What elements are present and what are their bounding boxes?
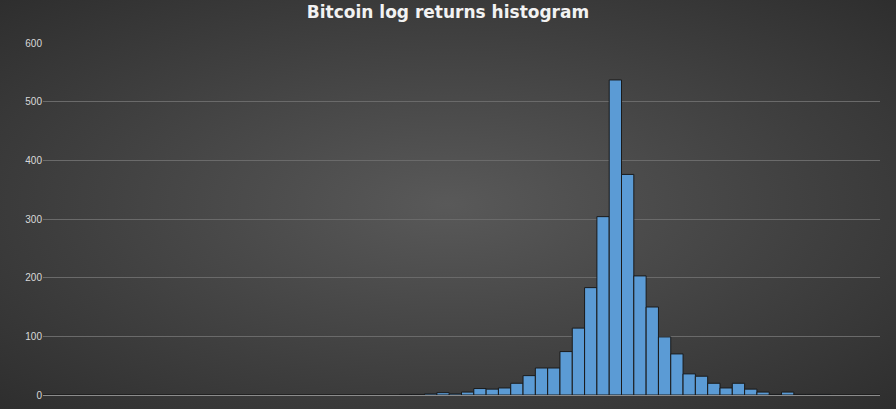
svg-text:100: 100 bbox=[25, 331, 42, 342]
svg-text:0: 0 bbox=[36, 390, 42, 401]
svg-text:300: 300 bbox=[25, 214, 42, 225]
svg-text:Bitcoin log returns histogram: Bitcoin log returns histogram bbox=[307, 2, 589, 22]
svg-text:400: 400 bbox=[25, 155, 42, 166]
svg-text:200: 200 bbox=[25, 272, 42, 283]
svg-text:600: 600 bbox=[25, 38, 42, 49]
svg-text:500: 500 bbox=[25, 96, 42, 107]
